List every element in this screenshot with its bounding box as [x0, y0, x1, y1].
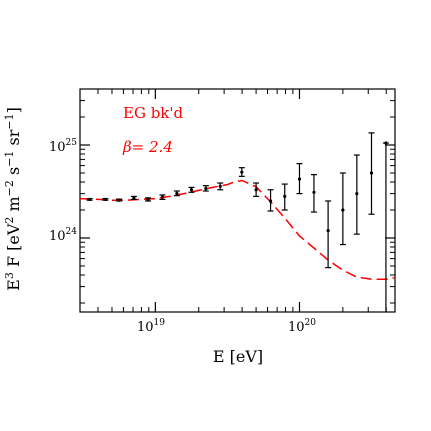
data-marker — [175, 192, 179, 196]
y-axis-label-text: s — [4, 167, 23, 180]
model-curve — [79, 179, 396, 280]
data-point — [116, 198, 123, 202]
data-point — [325, 200, 332, 269]
data-points — [86, 132, 389, 312]
y-axis-label-superscript: 2 — [3, 217, 16, 224]
y-axis-label: E3 F [eV2 m−2 s−1 sr−1] — [3, 107, 23, 291]
data-marker — [254, 188, 258, 192]
major-ticks — [80, 89, 395, 312]
data-marker — [146, 197, 150, 201]
data-point — [217, 182, 224, 191]
data-point — [281, 183, 288, 211]
y-tick-labels: 1025 1024 — [49, 138, 77, 244]
data-point — [173, 190, 180, 197]
data-marker — [160, 195, 165, 199]
plot-frame — [79, 88, 396, 313]
data-marker — [369, 171, 374, 175]
annotation-eg-bkd: EG bk'd — [123, 104, 184, 122]
data-marker — [189, 188, 194, 192]
data-marker — [204, 186, 208, 191]
data-point — [145, 197, 152, 202]
data-point — [368, 132, 375, 215]
y-axis-label-text: sr — [4, 129, 23, 150]
data-marker — [218, 184, 222, 188]
y-tick-label-1e24: 1024 — [49, 227, 77, 244]
data-point — [382, 141, 389, 312]
y-tick-label-1e25: 1025 — [49, 138, 77, 155]
dashed-model-line — [79, 179, 396, 280]
y-axis-label-text: F [eV — [4, 223, 23, 272]
data-point — [159, 194, 166, 200]
y-axis-label-superscript: −2 — [3, 180, 16, 196]
data-marker — [355, 192, 359, 196]
data-point — [253, 182, 260, 198]
data-marker — [283, 194, 287, 199]
data-point — [188, 186, 195, 193]
data-point — [353, 154, 360, 235]
y-axis-label-text: ] — [4, 107, 23, 113]
x-axis-label: E [eV] — [213, 347, 263, 366]
data-point — [238, 167, 245, 177]
x-tick-label-1e19: 1019 — [137, 318, 165, 335]
data-point — [310, 174, 317, 213]
data-marker — [384, 141, 388, 145]
data-marker — [88, 197, 92, 201]
annotation-beta: β= 2.4 — [122, 138, 173, 156]
data-marker — [132, 196, 136, 200]
data-point — [339, 172, 346, 246]
data-marker — [240, 170, 244, 174]
data-marker — [268, 199, 273, 203]
data-point — [86, 197, 93, 201]
y-axis-label-superscript: −1 — [3, 113, 16, 129]
data-marker — [312, 190, 316, 194]
data-marker — [103, 197, 107, 201]
data-point — [130, 195, 137, 200]
y-axis-label-superscript: 3 — [3, 272, 16, 279]
x-tick-label-1e20: 1020 — [288, 318, 316, 335]
y-axis-label-text: m — [4, 196, 23, 216]
data-marker — [341, 208, 345, 212]
data-point — [102, 197, 109, 201]
data-marker — [117, 198, 121, 202]
x-tick-labels: 1019 1020 — [137, 318, 316, 335]
data-point — [267, 189, 274, 212]
data-marker — [297, 177, 302, 181]
y-axis-label-text: E — [4, 279, 23, 291]
data-point — [202, 185, 209, 192]
data-point — [296, 163, 303, 195]
minor-ticks — [79, 88, 395, 312]
data-marker — [326, 229, 330, 233]
y-axis-label-superscript: −1 — [3, 151, 16, 167]
